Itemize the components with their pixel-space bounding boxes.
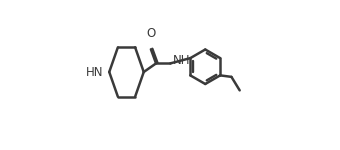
Text: O: O [146,27,155,40]
Text: HN: HN [86,66,103,78]
Text: NH: NH [172,54,190,67]
